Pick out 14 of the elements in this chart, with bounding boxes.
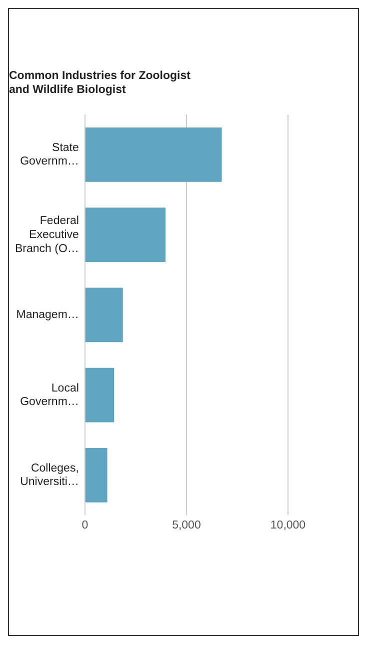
x-tick-label: 0 bbox=[82, 519, 88, 532]
bar bbox=[85, 368, 114, 422]
chart-title: Common Industries for Zoologist and Wildlife Biologist bbox=[9, 70, 191, 96]
y-tick-label: State Governm… bbox=[20, 142, 79, 168]
y-tick-label: Colleges, Universiti… bbox=[20, 462, 79, 488]
y-tick-label: Federal Executive Branch (O… bbox=[14, 215, 79, 255]
x-tick-label: 10,000 bbox=[270, 519, 306, 532]
bar bbox=[85, 288, 123, 342]
bar bbox=[85, 127, 222, 182]
bar bbox=[85, 448, 108, 502]
x-tick-label: 5,000 bbox=[172, 519, 201, 532]
y-tick-label: Managem… bbox=[16, 309, 79, 322]
y-tick-label: Local Governm… bbox=[20, 382, 79, 408]
bar bbox=[85, 208, 166, 262]
